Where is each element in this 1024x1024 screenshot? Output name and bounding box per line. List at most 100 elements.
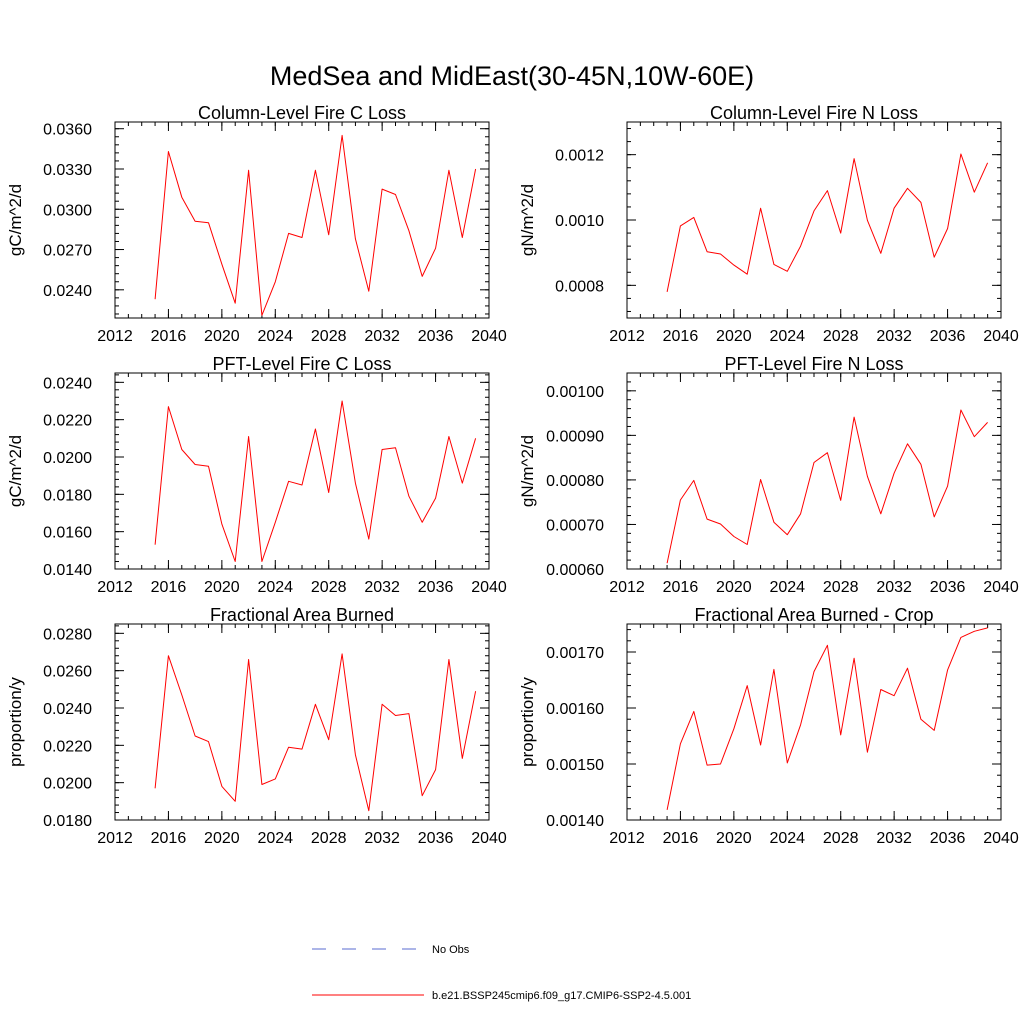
- y-tick-label: 0.00160: [546, 701, 604, 718]
- plot-frame: [626, 623, 1002, 821]
- panel-title: Column-Level Fire C Loss: [198, 103, 406, 123]
- series-line: [154, 653, 477, 812]
- x-tick-label: 2032: [364, 830, 400, 847]
- x-tick-label: 2028: [311, 579, 347, 596]
- x-tick-label: 2020: [204, 328, 240, 345]
- x-tick-label: 2024: [257, 328, 293, 345]
- plot-frame: [114, 121, 490, 319]
- chart-panel-2: Column-Level Fire N Loss gN/m^2/d 2012 2016…: [518, 103, 1019, 345]
- x-tick-label: 2032: [364, 328, 400, 345]
- x-tick-label: 2032: [364, 579, 400, 596]
- y-tick-label: 0.0010: [555, 213, 604, 230]
- legend-model-label: b.e21.BSSP245cmip6.f09_g17.CMIP6-SSP2-4.…: [432, 990, 691, 1002]
- chart-panel-6: Fractional Area Burned - Crop proportion/…: [518, 605, 1019, 847]
- panel-title: PFT-Level Fire N Loss: [724, 354, 903, 374]
- x-tick-label: 2012: [609, 579, 645, 596]
- x-tick-label: 2016: [663, 579, 699, 596]
- x-tick-label: 2012: [609, 830, 645, 847]
- x-tick-label: 2040: [983, 328, 1019, 345]
- y-axis-label: proportion/y: [518, 677, 537, 767]
- x-tick-label: 2020: [716, 830, 752, 847]
- y-axis-label: proportion/y: [6, 677, 25, 767]
- x-tick-label: 2016: [663, 830, 699, 847]
- y-tick-label: 0.0220: [43, 413, 92, 430]
- y-tick-label: 0.0220: [43, 738, 92, 755]
- x-tick-label: 2036: [418, 830, 454, 847]
- x-tick-label: 2040: [471, 830, 507, 847]
- y-tick-label: 0.0140: [43, 562, 92, 579]
- y-axis-label: gC/m^2/d: [6, 184, 25, 256]
- panel-title: Column-Level Fire N Loss: [710, 103, 918, 123]
- y-tick-label: 0.0360: [43, 122, 92, 139]
- plot-frame: [626, 121, 1002, 319]
- chart-panel-4: PFT-Level Fire N Loss gN/m^2/d 2012 2016 202…: [518, 354, 1019, 596]
- x-tick-label: 2036: [930, 579, 966, 596]
- x-tick-label: 2020: [204, 579, 240, 596]
- panels: Column-Level Fire C Loss gC/m^2/d 2012 2016…: [6, 103, 1019, 847]
- series-line: [666, 409, 988, 564]
- x-tick-label: 2016: [151, 328, 187, 345]
- plot-frame: [114, 372, 490, 570]
- x-tick-label: 2028: [311, 830, 347, 847]
- x-tick-label: 2024: [257, 830, 293, 847]
- y-tick-label: 0.0160: [43, 525, 92, 542]
- y-tick-label: 0.0330: [43, 162, 92, 179]
- x-tick-label: 2012: [97, 328, 133, 345]
- series-line: [666, 627, 988, 810]
- x-tick-label: 2028: [823, 579, 859, 596]
- x-tick-label: 2012: [97, 579, 133, 596]
- y-tick-label: 0.00140: [546, 813, 604, 830]
- y-tick-label: 0.0008: [555, 278, 604, 295]
- y-axis-label: gN/m^2/d: [518, 184, 537, 256]
- y-axis-label: gC/m^2/d: [6, 435, 25, 507]
- x-tick-label: 2016: [151, 579, 187, 596]
- y-tick-label: 0.0260: [43, 664, 92, 681]
- x-tick-label: 2036: [418, 579, 454, 596]
- series-line: [154, 400, 477, 562]
- x-tick-label: 2040: [983, 830, 1019, 847]
- legend-obs-label: No Obs: [432, 944, 470, 956]
- plot-frame: [114, 623, 490, 821]
- x-tick-label: 2028: [311, 328, 347, 345]
- y-tick-label: 0.0012: [555, 148, 604, 165]
- y-tick-label: 0.00150: [546, 757, 604, 774]
- x-tick-label: 2012: [609, 328, 645, 345]
- x-tick-label: 2016: [151, 830, 187, 847]
- x-tick-label: 2020: [716, 579, 752, 596]
- series-line: [666, 153, 989, 292]
- x-tick-label: 2024: [257, 579, 293, 596]
- x-tick-label: 2024: [769, 830, 805, 847]
- figure-title: MedSea and MidEast(30-45N,10W-60E): [270, 61, 754, 91]
- series-line: [154, 134, 477, 316]
- panel-title: Fractional Area Burned - Crop: [694, 605, 933, 625]
- x-tick-label: 2020: [204, 830, 240, 847]
- chart-panel-3: PFT-Level Fire C Loss gC/m^2/d 2012 2016 202…: [6, 354, 507, 596]
- x-tick-label: 2040: [471, 328, 507, 345]
- x-tick-label: 2032: [876, 328, 912, 345]
- y-tick-label: 0.0300: [43, 202, 92, 219]
- y-tick-label: 0.0270: [43, 243, 92, 260]
- x-tick-label: 2028: [823, 328, 859, 345]
- panel-title: PFT-Level Fire C Loss: [212, 354, 391, 374]
- x-tick-label: 2036: [418, 328, 454, 345]
- chart-panel-5: Fractional Area Burned proportion/y 2012 20…: [6, 605, 507, 847]
- x-tick-label: 2024: [769, 579, 805, 596]
- chart-panel-1: Column-Level Fire C Loss gC/m^2/d 2012 2016…: [6, 103, 507, 345]
- y-tick-label: 0.00090: [546, 428, 604, 445]
- y-tick-label: 0.00080: [546, 473, 604, 490]
- y-tick-label: 0.0180: [43, 813, 92, 830]
- y-tick-label: 0.00060: [546, 562, 604, 579]
- plot-frame: [626, 372, 1002, 570]
- x-tick-label: 2036: [930, 830, 966, 847]
- y-tick-label: 0.0200: [43, 450, 92, 467]
- panel-title: Fractional Area Burned: [210, 605, 394, 625]
- y-tick-label: 0.0240: [43, 283, 92, 300]
- y-tick-label: 0.00100: [546, 384, 604, 401]
- x-tick-label: 2036: [930, 328, 966, 345]
- y-tick-label: 0.0240: [43, 375, 92, 392]
- x-tick-label: 2032: [876, 579, 912, 596]
- y-tick-label: 0.00170: [546, 645, 604, 662]
- y-tick-label: 0.0180: [43, 487, 92, 504]
- x-tick-label: 2024: [769, 328, 805, 345]
